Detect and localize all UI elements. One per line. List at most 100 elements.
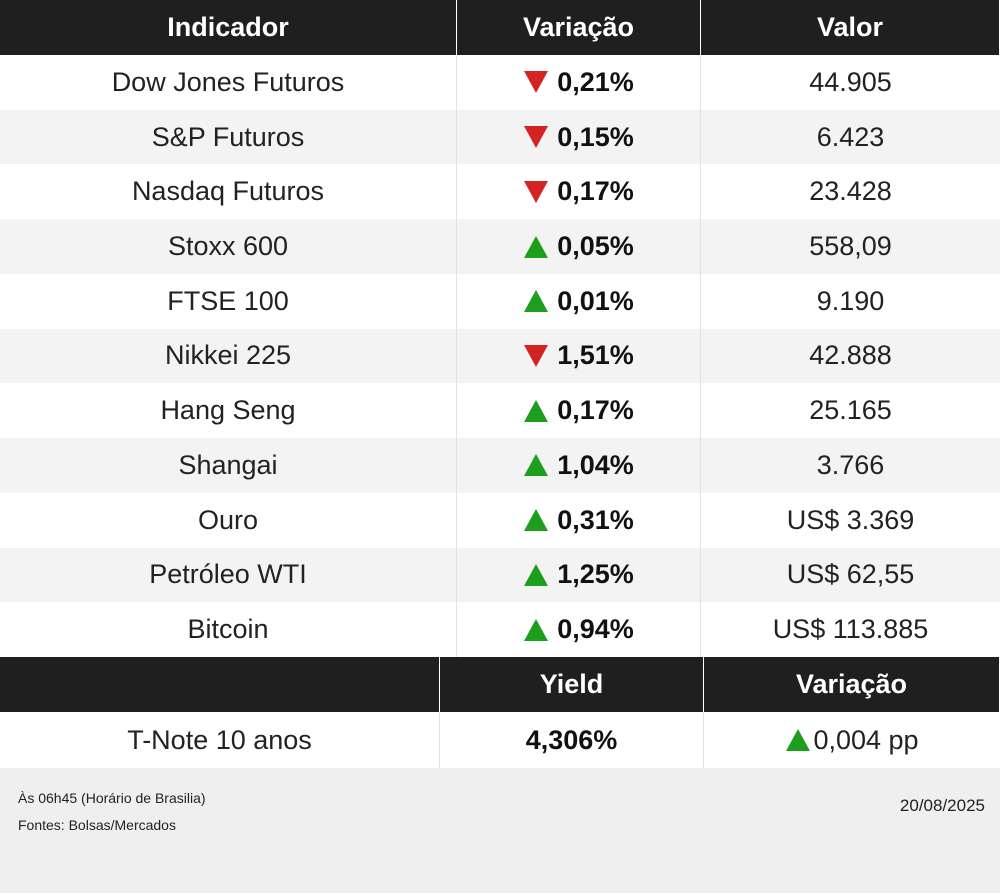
direction-arrow [524,71,549,94]
arrow-shape [524,563,549,586]
indicator-name: Petróleo WTI [0,547,457,603]
header-cell: Indicador [0,0,457,55]
direction-arrow [524,126,549,149]
change-text: 0,31% [557,504,634,535]
direction-arrow [786,729,811,751]
indicator-name: S&P Futuros [0,109,457,165]
bond-change-text: 0,004 pp [813,724,919,755]
indicator-name-text: Nikkei 225 [164,340,292,371]
arrow-shape [786,729,811,751]
value: 25.165 [701,383,1000,439]
value: US$ 113.885 [701,602,1000,657]
arrow-shape [524,344,549,367]
bond-name: T-Note 10 anos [0,712,440,768]
header-cell: Variação [457,0,701,55]
header-cell-text: Yield [539,669,604,699]
indicator-name: Nasdaq Futuros [0,164,457,220]
bond-name-text: T-Note 10 anos [127,724,312,755]
arrow-shape [524,180,549,203]
arrow-shape [524,618,549,641]
header-cell: Variação [704,657,1000,712]
value: 6.423 [701,109,1000,165]
change: 1,25% [457,547,701,603]
value: 3.766 [701,438,1000,493]
indicator-name: Shangai [0,438,457,493]
sources: Fontes: Bolsas/Mercados [18,817,176,833]
indicator-name: Hang Seng [0,383,457,439]
change: 0,31% [457,492,701,548]
change: 1,04% [457,438,701,493]
yield: 4,306% [440,712,704,768]
indicator-name: Bitcoin [0,602,457,657]
change-text: 0,94% [557,614,634,645]
indicator-name-text: Dow Jones Futuros [111,66,345,97]
change-text: 1,51% [557,340,634,371]
change: 0,17% [457,383,701,439]
change: 0,01% [457,273,701,329]
arrow-shape [524,509,549,532]
direction-arrow [524,235,549,258]
value: 42.888 [701,328,1000,384]
arrow-shape [524,71,549,94]
direction-arrow [524,180,549,203]
value: US$ 62,55 [701,547,1000,603]
change: 0,21% [457,55,701,110]
change-text: 0,01% [557,285,634,316]
change-text: 0,17% [557,395,634,426]
bond-change: 0,004 pp [704,712,1000,768]
header-cell-text: Variação [522,12,635,42]
indicator-name-text: Stoxx 600 [167,231,289,262]
direction-arrow [524,399,549,422]
value: 558,09 [701,219,1000,274]
yield-text: 4,306% [525,724,618,755]
value-text: 9.190 [816,285,885,316]
change-text: 1,25% [557,559,634,590]
change-text: 0,05% [557,231,634,262]
direction-arrow [524,290,549,313]
arrow-shape [524,235,549,258]
change-text: 1,04% [557,449,634,480]
header-cell [0,657,440,712]
direction-arrow [524,563,549,586]
indicator-name-text: Shangai [178,449,278,480]
change: 1,51% [457,328,701,384]
value: US$ 3.369 [701,492,1000,548]
header-cell: Yield [440,657,704,712]
indicator-name-text: Hang Seng [160,395,296,426]
value-text: 558,09 [809,231,892,262]
direction-arrow [524,454,549,477]
indicator-name-text: Bitcoin [187,614,269,645]
indicator-name: Ouro [0,492,457,548]
indicator-name-text: FTSE 100 [167,285,289,316]
value-text: 42.888 [809,340,892,371]
value: 9.190 [701,273,1000,329]
value-text: 3.766 [816,449,885,480]
value-text: US$ 62,55 [786,559,915,590]
value-text: US$ 113.885 [772,614,929,645]
indicator-name: Dow Jones Futuros [0,55,457,110]
date: 20/08/2025 [899,796,985,815]
indicator-name: FTSE 100 [0,273,457,329]
change-text: 0,15% [557,121,634,152]
change-text: 0,17% [557,176,634,207]
indicator-name-text: Ouro [197,504,259,535]
change: 0,17% [457,164,701,220]
header-cell-text: Variação [795,669,908,699]
change: 0,15% [457,109,701,165]
indicator-name: Stoxx 600 [0,219,457,274]
indicator-name-text: Petróleo WTI [149,559,307,590]
indicator-name-text: S&P Futuros [151,121,305,152]
indicator-name: Nikkei 225 [0,328,457,384]
change: 0,05% [457,219,701,274]
arrow-shape [524,290,549,313]
change: 0,94% [457,602,701,657]
time-note: Às 06h45 (Horário de Brasilia) [18,790,206,806]
arrow-shape [524,126,549,149]
direction-arrow [524,618,549,641]
arrow-shape [524,399,549,422]
header-cell-text: Valor [816,12,884,42]
direction-arrow [524,344,549,367]
value: 44.905 [701,55,1000,110]
change-text: 0,21% [557,66,634,97]
value-text: 44.905 [809,66,892,97]
